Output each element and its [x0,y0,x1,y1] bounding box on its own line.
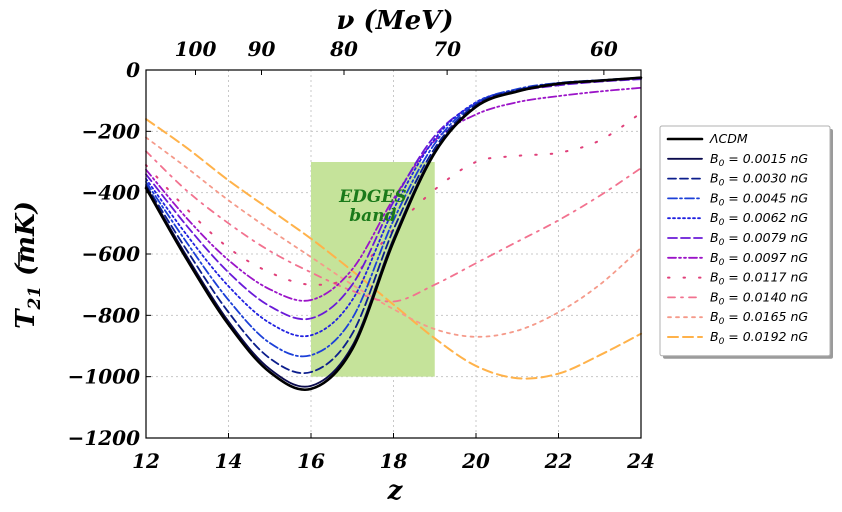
legend-label-sub: 0 [719,218,725,228]
legend-label-symbol: B [710,190,719,205]
series-group [144,76,643,392]
legend-label-sub: 0 [719,238,725,248]
x-tick-label: 20 [461,449,490,473]
legend-label-4: B0 = 0.0062 nG [710,210,808,228]
legend-label-0: ΛCDM [709,131,748,146]
x-tick-label: 18 [380,449,408,473]
legend-box [659,125,831,357]
y-tick-label: −800 [81,303,140,327]
series-line-8 [145,150,642,303]
legend-label-9: B0 = 0.0165 nG [710,309,808,327]
legend-label-sub: 0 [719,297,725,307]
top-tick-label: 80 [329,37,358,61]
y-tick-label: 0 [126,58,140,82]
legend-label-rest: = 0.0079 nG [724,230,808,245]
legend-label-8: B0 = 0.0140 nG [710,289,808,307]
y-tick-label: −1000 [68,365,141,389]
legend-label-10: B0 = 0.0192 nG [710,329,808,347]
legend-label-rest: = 0.0097 nG [724,250,808,265]
y-tick-label: −200 [81,119,140,143]
legend-label-symbol: B [710,250,719,265]
series-line-5 [145,78,642,321]
y-axis-title: T21 (mK) [11,201,45,329]
legend-label-5: B0 = 0.0079 nG [710,230,808,248]
edges-band-sublabel: band [349,206,396,226]
legend-label-6: B0 = 0.0097 nG [710,250,808,268]
legend-label-rest: = 0.0192 nG [724,329,808,344]
y-axis-title-units: (mK) [11,201,41,276]
legend-label-symbol: B [710,151,719,166]
legend-label-rest: = 0.0117 nG [724,270,808,285]
legend-label-sub: 0 [719,159,725,169]
top-tick-label: 100 [175,37,217,61]
legend-label-2: B0 = 0.0030 nG [710,171,808,189]
legend-label-sub: 0 [719,258,725,268]
legend-label-rest: = 0.0062 nG [724,210,808,225]
legend-label-symbol: B [710,270,719,285]
series-line-10 [145,118,642,380]
legend-label-rest: = 0.0030 nG [724,171,808,186]
y-tick-label: −400 [81,181,140,205]
y-axis-title-sub: 21 [25,286,45,311]
x-tick-label: 24 [626,449,655,473]
legend-label-rest: = 0.0045 nG [724,190,808,205]
legend-label-symbol: B [710,230,719,245]
x-axis-title: z [387,476,404,506]
legend-label-sub: 0 [719,317,725,327]
legend-label-1: B0 = 0.0015 nG [710,151,808,169]
x-tick-label: 14 [215,449,243,473]
edges-band-label: EDGES [338,187,406,207]
top-tick-label: 70 [433,37,461,61]
y-tick-label: −1200 [68,426,141,450]
top-tick-label: 90 [248,37,276,61]
svg-text:T21(mK): T21 (mK) [11,201,45,329]
legend-label-sub: 0 [719,198,725,208]
legend-label-symbol: B [710,309,719,324]
series-line-9 [145,136,642,338]
legend-label-rest: = 0.0015 nG [724,151,808,166]
series-line-6 [145,86,642,302]
legend-label-7: B0 = 0.0117 nG [710,270,808,288]
top-tick-label: 60 [590,37,618,61]
legend-label-sub: 0 [719,278,725,288]
legend-label-rest: = 0.0140 nG [724,289,808,304]
top-axis-title: ν (MeV) [336,6,453,36]
legend-label-3: B0 = 0.0045 nG [710,190,808,208]
x-tick-label: 16 [297,449,325,473]
legend-label-symbol: B [710,210,719,225]
legend-label-symbol: B [710,289,719,304]
y-tick-label: −600 [81,242,140,266]
legend-label-sub: 0 [719,337,725,347]
legend-label-sub: 0 [719,179,725,189]
axes: 12 14 16 18 20 22 24 0 −200 −400 −600 −800 −1000 −120… [68,37,655,473]
x-tick-label: 22 [544,449,573,473]
legend-label-symbol: B [710,171,719,186]
legend-label-rest: = 0.0165 nG [724,309,808,324]
y-axis-title-symbol: T [11,308,41,329]
legend-label-symbol: B [710,329,719,344]
x-tick-label: 12 [132,449,160,473]
series-line-0 [144,76,643,392]
